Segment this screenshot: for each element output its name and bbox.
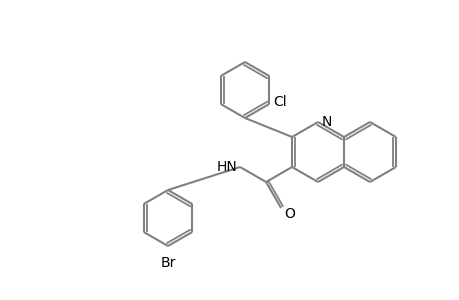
Text: Cl: Cl	[273, 95, 286, 109]
Text: HN: HN	[216, 160, 236, 174]
Text: Br: Br	[160, 256, 175, 270]
Text: N: N	[321, 115, 332, 129]
Text: O: O	[284, 207, 294, 221]
